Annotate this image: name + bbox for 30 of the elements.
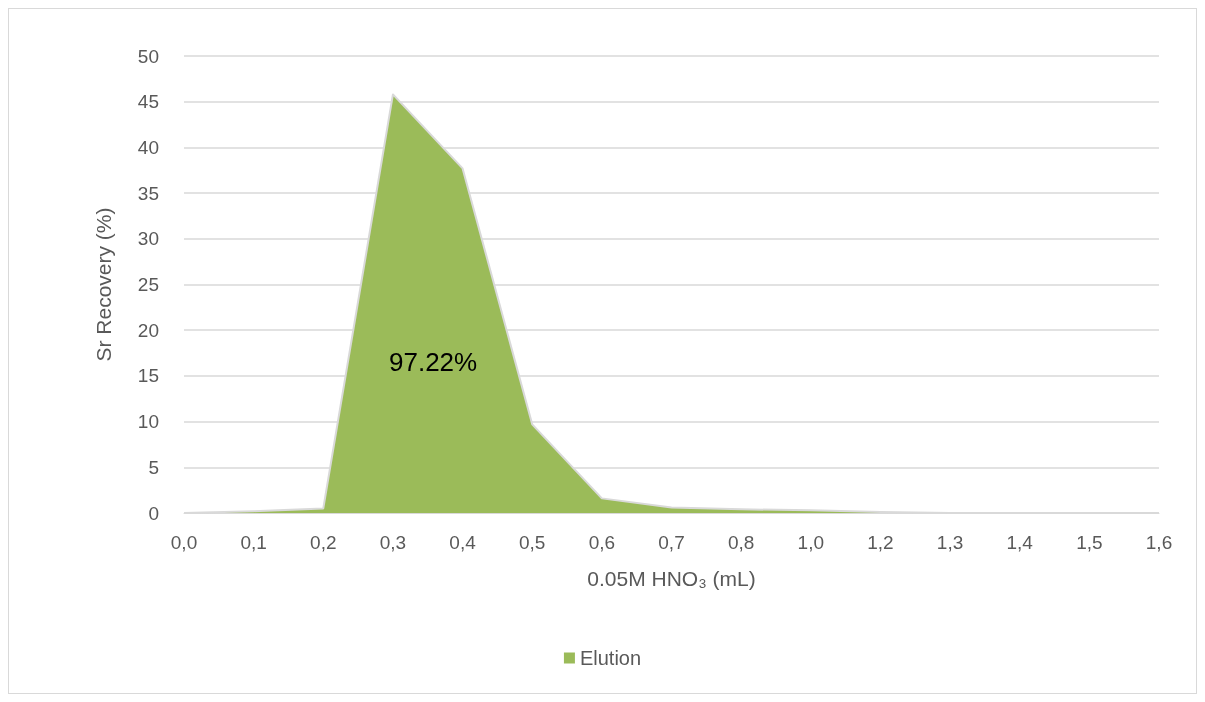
legend-label: Elution [579, 647, 642, 669]
x-tick-label: 0,1 [240, 532, 267, 553]
x-tick-label: 1,3 [936, 532, 964, 553]
y-axis-title: Sr Recovery (%) [92, 207, 115, 362]
x-tick-label: 1,0 [797, 532, 824, 553]
y-tick-label: 35 [137, 182, 159, 204]
y-tick-label: 0 [148, 502, 159, 524]
x-tick-label: 0,0 [170, 532, 198, 553]
y-tick-label: 30 [137, 228, 159, 250]
y-tick-label: 40 [137, 136, 159, 158]
y-tick-label: 50 [137, 45, 159, 67]
annotation: 97.22% [389, 347, 478, 377]
x-tick-label: 0,6 [588, 532, 616, 553]
x-tick-label: 1,5 [1076, 532, 1103, 553]
x-tick-label: 0,4 [449, 532, 477, 553]
x-tick-label: 0,5 [519, 532, 546, 553]
x-tick-label: 0,7 [658, 532, 685, 553]
y-tick-label: 15 [137, 365, 159, 387]
y-tick-label: 45 [137, 91, 159, 113]
x-tick-label: 1,2 [867, 532, 894, 553]
y-tick-label: 5 [148, 456, 159, 478]
y-tick-label: 25 [137, 274, 159, 295]
x-axis-title: 0.05M HNO₃ (mL) [587, 567, 756, 590]
x-tick-label: 1,6 [1145, 532, 1173, 553]
x-tick-label: 1,4 [1006, 532, 1034, 553]
x-tick-label: 0,8 [727, 532, 755, 553]
x-tick-label: 0,3 [379, 532, 407, 553]
y-tick-label: 10 [137, 411, 159, 433]
x-tick-label: 0,2 [310, 532, 337, 553]
y-tick-label: 20 [137, 319, 159, 341]
